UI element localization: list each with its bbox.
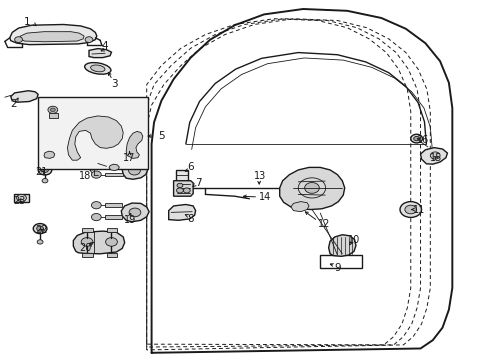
Circle shape xyxy=(183,188,190,193)
Circle shape xyxy=(37,240,43,244)
Polygon shape xyxy=(106,228,117,232)
Circle shape xyxy=(50,108,55,112)
Circle shape xyxy=(81,238,93,246)
Circle shape xyxy=(41,167,48,172)
Circle shape xyxy=(429,152,439,159)
Circle shape xyxy=(91,202,101,209)
Circle shape xyxy=(404,205,416,214)
Circle shape xyxy=(177,183,183,188)
Text: 1: 1 xyxy=(23,17,30,27)
Circle shape xyxy=(304,183,319,193)
Polygon shape xyxy=(103,155,122,158)
Polygon shape xyxy=(126,131,142,158)
Polygon shape xyxy=(105,215,122,219)
Polygon shape xyxy=(82,228,93,232)
Polygon shape xyxy=(89,49,111,58)
Circle shape xyxy=(91,160,101,167)
Ellipse shape xyxy=(90,65,105,72)
Text: 20: 20 xyxy=(79,243,92,253)
Text: 19: 19 xyxy=(123,215,136,225)
Circle shape xyxy=(15,37,22,42)
Polygon shape xyxy=(279,167,344,210)
Text: 12: 12 xyxy=(317,219,329,229)
Polygon shape xyxy=(105,203,122,207)
Text: 13: 13 xyxy=(253,171,266,181)
Circle shape xyxy=(410,134,422,143)
Text: 9: 9 xyxy=(333,263,340,273)
Polygon shape xyxy=(122,163,147,179)
Polygon shape xyxy=(103,143,122,147)
Text: 23: 23 xyxy=(13,196,26,206)
FancyBboxPatch shape xyxy=(38,97,148,169)
Polygon shape xyxy=(49,113,58,118)
Circle shape xyxy=(129,208,141,217)
Text: 6: 6 xyxy=(187,162,194,172)
Circle shape xyxy=(90,153,100,160)
Polygon shape xyxy=(176,170,188,181)
Polygon shape xyxy=(109,164,119,171)
Polygon shape xyxy=(168,204,195,220)
Polygon shape xyxy=(173,181,193,196)
Circle shape xyxy=(38,165,52,175)
Circle shape xyxy=(33,224,47,234)
Text: 17: 17 xyxy=(123,153,136,163)
Circle shape xyxy=(85,37,93,42)
Polygon shape xyxy=(14,194,29,202)
Circle shape xyxy=(48,106,58,113)
Circle shape xyxy=(176,188,183,193)
Polygon shape xyxy=(290,202,308,212)
Polygon shape xyxy=(44,151,55,158)
Polygon shape xyxy=(73,231,124,254)
Text: 8: 8 xyxy=(187,214,194,224)
Polygon shape xyxy=(121,203,149,222)
Text: 10: 10 xyxy=(347,235,360,246)
Text: 2: 2 xyxy=(10,99,17,109)
Polygon shape xyxy=(106,253,117,257)
Text: 21: 21 xyxy=(35,167,48,177)
Polygon shape xyxy=(105,173,123,176)
Text: 15: 15 xyxy=(429,153,442,163)
Circle shape xyxy=(91,171,101,178)
Circle shape xyxy=(91,213,101,221)
Polygon shape xyxy=(328,235,355,256)
Text: 11: 11 xyxy=(411,205,424,215)
Polygon shape xyxy=(10,24,97,45)
Polygon shape xyxy=(420,148,447,164)
Text: 3: 3 xyxy=(111,78,118,89)
Polygon shape xyxy=(11,91,38,102)
Circle shape xyxy=(399,202,421,217)
Circle shape xyxy=(90,141,100,149)
Polygon shape xyxy=(121,142,146,160)
Circle shape xyxy=(413,136,419,141)
Circle shape xyxy=(105,238,117,246)
Text: 7: 7 xyxy=(194,178,201,188)
Circle shape xyxy=(42,179,48,183)
Text: 5: 5 xyxy=(158,131,164,141)
Text: 16: 16 xyxy=(416,135,429,145)
Text: 14: 14 xyxy=(258,192,271,202)
Text: 4: 4 xyxy=(102,41,108,51)
Circle shape xyxy=(128,166,140,175)
Polygon shape xyxy=(67,116,123,160)
Polygon shape xyxy=(82,253,93,257)
Text: 22: 22 xyxy=(35,225,48,235)
Ellipse shape xyxy=(84,63,111,74)
Text: 18: 18 xyxy=(79,171,92,181)
Circle shape xyxy=(17,194,26,202)
Circle shape xyxy=(37,226,43,231)
Polygon shape xyxy=(105,162,123,166)
Circle shape xyxy=(128,147,140,156)
Polygon shape xyxy=(20,32,84,42)
